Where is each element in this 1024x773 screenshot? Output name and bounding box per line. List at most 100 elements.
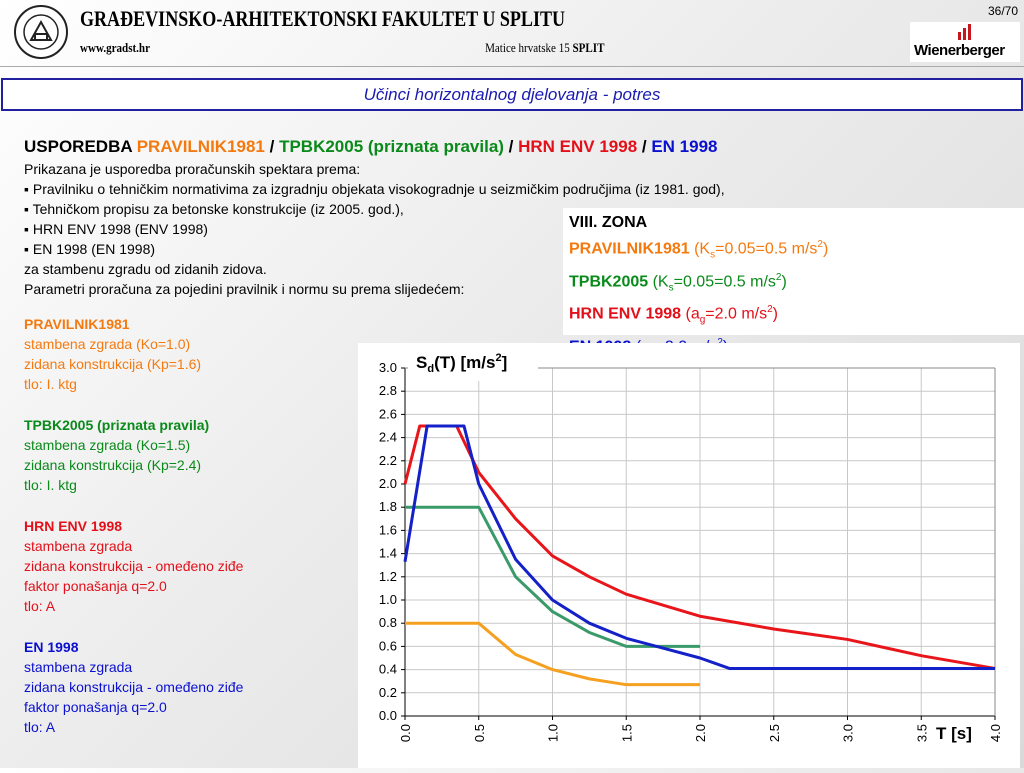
zone-text: =0.05=0.5 m/s: [673, 272, 776, 290]
group-line: stambena zgrada (Ko=1.0): [24, 336, 191, 352]
y-label-part: S: [416, 353, 427, 372]
label-bg: [408, 343, 538, 381]
body-text: Prikazana je usporedba proračunskih spek…: [24, 159, 725, 299]
y-tick-label: 1.2: [379, 569, 397, 584]
x-tick-label: 2.5: [767, 724, 782, 742]
zone-text: =0.05=0.5 m/s: [715, 240, 818, 258]
zone-item: PRAVILNIK1981 (Ks=0.05=0.5 m/s2): [569, 234, 1018, 267]
faculty-title: GRAĐEVINSKO-ARHITEKTONSKI FAKULTET U SPL…: [80, 6, 566, 31]
group-line: stambena zgrada (Ko=1.5): [24, 437, 191, 453]
zone-item: HRN ENV 1998 (ag=2.0 m/s2): [569, 299, 1018, 332]
parameter-groups: PRAVILNIK1981 stambena zgrada (Ko=1.0) zid…: [24, 314, 243, 758]
heading-part: /: [503, 137, 519, 156]
group-line: tlo: A: [24, 719, 56, 735]
heading-part: EN 1998: [651, 137, 718, 156]
y-tick-label: 1.8: [379, 499, 397, 514]
zone-sup: 2: [817, 239, 823, 250]
y-tick-label: 0.2: [379, 685, 397, 700]
group: EN 1998 stambena zgrada zidana konstrukcij…: [24, 637, 243, 737]
group: HRN ENV 1998 stambena zgrada zidana konstr…: [24, 516, 243, 616]
group-line: stambena zgrada: [24, 659, 133, 675]
y-tick-label: 0.0: [379, 708, 397, 723]
y-label-part: d: [427, 363, 434, 375]
body-line: ▪ Pravilniku o tehničkim normativima za …: [24, 181, 725, 197]
group-line: tlo: A: [24, 598, 56, 614]
heading-part: TPBK2005 (priznata pravila): [279, 137, 504, 156]
zone-text: ): [781, 272, 787, 290]
heading-part: HRN ENV 1998: [518, 137, 638, 156]
zone-sup: 2: [767, 304, 773, 316]
zone-text: (a: [681, 305, 700, 323]
y-tick-label: 2.2: [379, 453, 397, 468]
group-line: tlo: I. ktg: [24, 376, 77, 392]
group-line: zidana konstrukcija (Kp=2.4): [24, 457, 202, 473]
zone-title: VIII. ZONA: [569, 214, 648, 231]
x-tick-label: 0.0: [398, 724, 413, 742]
x-tick-label: 1.5: [619, 724, 634, 742]
zone-sub: s: [710, 249, 716, 261]
header-rule: [0, 66, 1024, 67]
group-line: faktor ponašanja q=2.0: [24, 699, 167, 715]
city: SPLIT: [572, 40, 604, 55]
body-line: ▪ Tehničkom propisu za betonske konstruk…: [24, 201, 404, 217]
y-tick-label: 0.6: [379, 638, 397, 653]
chart-panel: 0.0 0.2 0.4 0.6 0.8 1.0 1.2 1.4 1.6 1.8 2.0 2.2 2.4 2…: [358, 343, 1020, 768]
zone-item: TPBK2005 (Ks=0.05=0.5 m/s2): [569, 267, 1018, 300]
zone-box: VIII. ZONA PRAVILNIK1981 (Ks=0.05=0.5 m/s…: [563, 208, 1024, 358]
x-tick-label: 2.0: [693, 724, 708, 742]
faculty-address: Matice hrvatske 15 SPLIT: [485, 40, 604, 56]
spectrum-line: [403, 424, 995, 670]
sponsor-logo: Wienerberger: [910, 22, 1020, 62]
group-line: zidana konstrukcija - omeđeno ziđe: [24, 558, 244, 574]
y-tick-label: 2.6: [379, 406, 397, 421]
heading-part: USPOREDBA: [24, 137, 137, 156]
group-title: TPBK2005 (priznata pravila): [24, 417, 210, 433]
zone-name: HRN ENV 1998: [569, 305, 682, 323]
body-line: ▪ EN 1998 (EN 1998): [24, 241, 156, 257]
group-line: tlo: I. ktg: [24, 477, 77, 493]
body-line: Prikazana je usporedba proračunskih spek…: [24, 161, 361, 177]
y-tick-label: 2.4: [379, 430, 397, 445]
zone-sup: 2: [775, 271, 782, 283]
heading-part: /: [637, 137, 652, 156]
group-title: EN 1998: [24, 639, 79, 655]
body-line: za stambenu zgradu od zidanih zidova.: [24, 261, 267, 277]
group-title: HRN ENV 1998: [24, 518, 123, 534]
logo-icon: [958, 24, 971, 40]
y-label-part: 2: [495, 352, 501, 364]
group-line: zidana konstrukcija - omeđeno ziđe: [24, 679, 244, 695]
zone-text: (K: [689, 240, 711, 258]
heading-part: /: [264, 137, 280, 156]
zone-text: ): [822, 240, 829, 258]
x-tick-label: 1.0: [546, 724, 561, 742]
zone-sub: s: [668, 282, 674, 294]
label-bg: [932, 719, 982, 743]
group-line: zidana konstrukcija (Kp=1.6): [24, 356, 202, 372]
faculty-logo: [14, 5, 68, 59]
group-title: PRAVILNIK1981: [24, 316, 130, 332]
group-line: stambena zgrada: [24, 538, 133, 554]
x-axis-label: T [s]: [936, 724, 972, 743]
y-label-part: (T) [m/s: [434, 353, 495, 372]
zone-name: TPBK2005: [569, 272, 649, 290]
address: Matice hrvatske 15: [484, 40, 570, 55]
y-tick-label: 1.0: [379, 592, 397, 607]
zone-text: ): [772, 305, 778, 323]
zone-name: PRAVILNIK1981: [569, 240, 690, 258]
x-tick-label: 3.0: [841, 724, 856, 742]
zone-text: (K: [648, 272, 669, 290]
body-line: Parametri proračuna za pojedini pravilni…: [24, 281, 465, 297]
y-tick-label: 0.8: [379, 615, 397, 630]
x-tick-label: 0.5: [472, 724, 487, 742]
faculty-url: www.gradst.hr: [80, 40, 150, 55]
y-tick-label: 0.4: [379, 662, 397, 677]
heading-part: PRAVILNIK1981: [136, 137, 265, 156]
spectrum-line: [405, 621, 700, 687]
y-axis-label: Sd(T) [m/s2]: [416, 352, 507, 375]
spectrum-line: [405, 505, 700, 648]
group: PRAVILNIK1981 stambena zgrada (Ko=1.0) zid…: [24, 314, 243, 394]
y-tick-label: 2.0: [379, 476, 397, 491]
zone-text: =2.0 m/s: [705, 305, 768, 323]
x-tick-label: 4.0: [988, 724, 1003, 742]
